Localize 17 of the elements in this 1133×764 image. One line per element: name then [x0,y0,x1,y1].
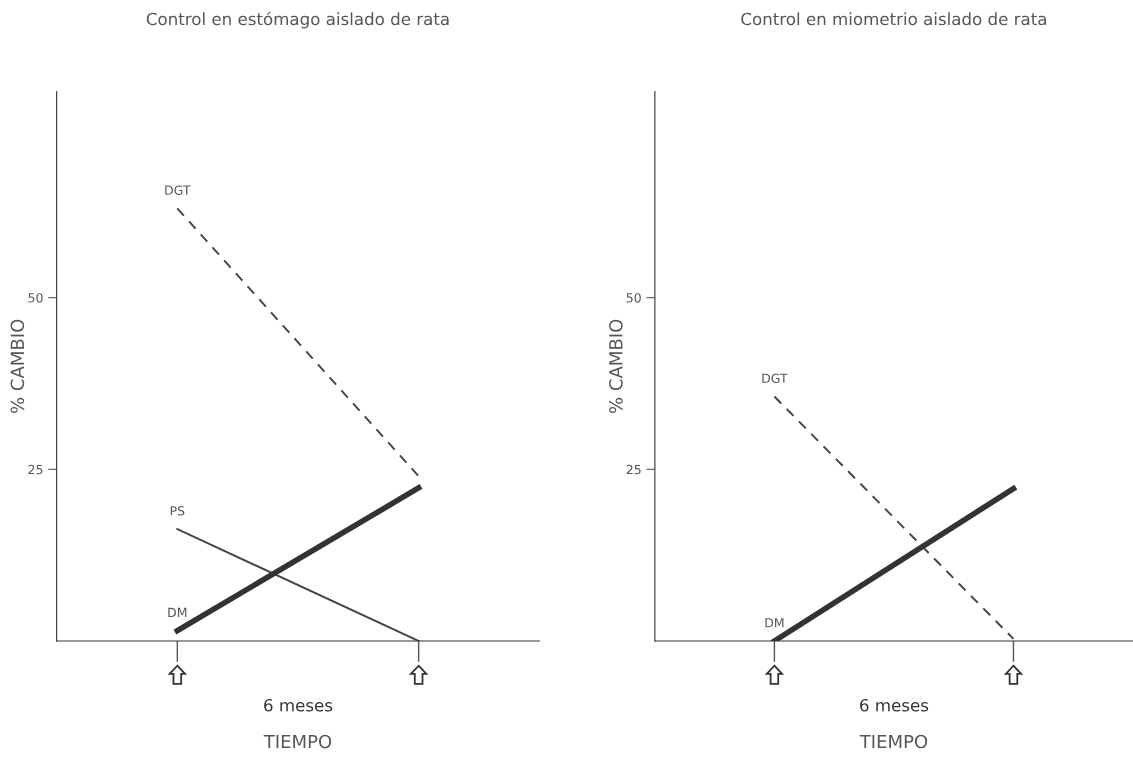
x-axis-title: TIEMPO [263,734,332,749]
text: 6 meses [860,698,929,712]
y-axis-title: % CAMBIO [10,319,25,414]
series-label: DM [168,607,187,617]
chart-title: Control en miometrio aislado de rata [741,12,1046,26]
y-tick-label: 25 [626,464,641,475]
series-label: PS [170,506,185,516]
series-label: DGT [165,185,191,195]
y-tick-label: 50 [28,293,43,303]
chart-title: Control en estómago aislado de rata [146,11,449,29]
series-label: DGT [762,373,788,384]
series-label: DM [765,618,784,628]
y-axis-title: % CAMBIO [609,319,623,414]
x-axis-title: TIEMPO [859,734,928,749]
text: 6 meses [264,698,333,712]
y-tick-label: 50 [626,293,641,303]
y-tick-label: 25 [28,464,43,475]
